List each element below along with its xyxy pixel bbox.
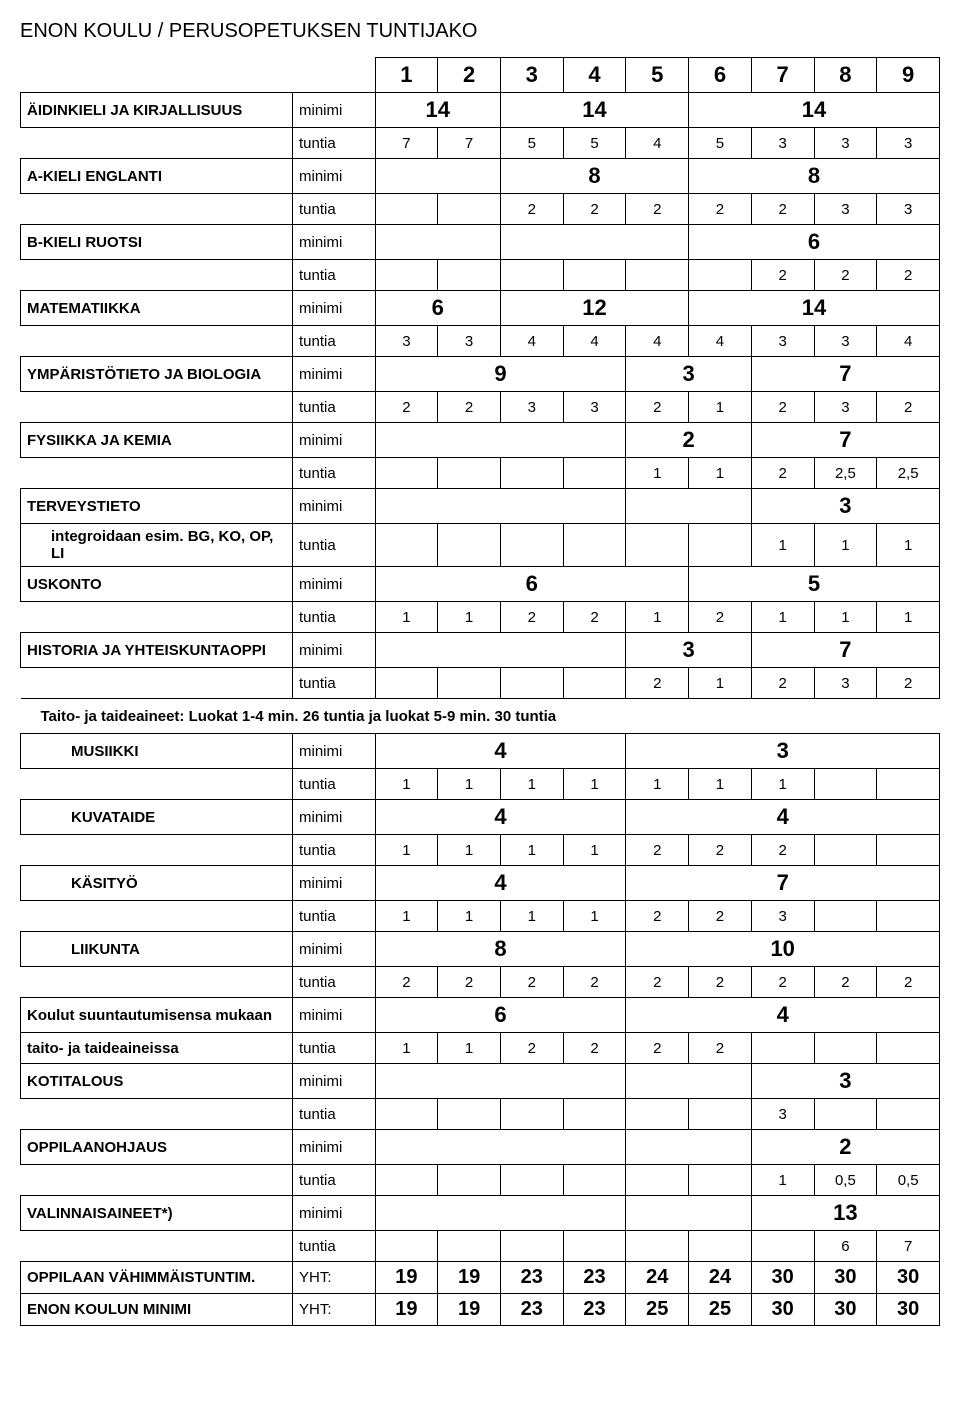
oppilaanohjaus-tuntia-row: tuntia 1 0,5 0,5	[21, 1165, 940, 1196]
akieli-minimi-row: A-KIELI ENGLANTI minimi 8 8	[21, 159, 940, 194]
terveystieto-tuntia-row: integroidaan esim. BG, KO, OP, LI tuntia…	[21, 524, 940, 567]
valinnaisaineet-minimi-row: VALINNAISAINEET*) minimi 13	[21, 1196, 940, 1231]
fysiikka-minimi-row: FYSIIKKA JA KEMIA minimi 2 7	[21, 423, 940, 458]
akieli-label: A-KIELI ENGLANTI	[21, 159, 293, 194]
musiikki-tuntia-row: tuntia 1 1 1 1 1 1 1	[21, 769, 940, 800]
uskonto-tuntia-row: tuntia 1 1 2 2 1 2 1 1 1	[21, 602, 940, 633]
kotitalous-tuntia-row: tuntia 3	[21, 1099, 940, 1130]
bkieli-minimi-row: B-KIELI RUOTSI minimi 6	[21, 225, 940, 260]
liikunta-minimi-row: LIIKUNTA minimi 8 10	[21, 932, 940, 967]
col-6: 6	[689, 58, 752, 93]
ymparisto-tuntia-row: tuntia 2 2 3 3 2 1 2 3 2	[21, 392, 940, 423]
col-1: 1	[375, 58, 438, 93]
cell: 14	[500, 93, 688, 128]
aidinkieli-label: ÄIDINKIELI JA KIRJALLISUUS	[21, 93, 293, 128]
minimi-label: minimi	[293, 93, 376, 128]
cell: 14	[689, 93, 940, 128]
uskonto-minimi-row: USKONTO minimi 6 5	[21, 567, 940, 602]
valinnaisaineet-tuntia-row: tuntia 6 7	[21, 1231, 940, 1262]
page-title: ENON KOULU / PERUSOPETUKSEN TUNTIJAKO	[20, 20, 940, 43]
col-5: 5	[626, 58, 689, 93]
kuvataide-tuntia-row: tuntia 1 1 1 1 2 2 2	[21, 835, 940, 866]
col-9: 9	[877, 58, 940, 93]
col-3: 3	[500, 58, 563, 93]
oppilaanohjaus-minimi-row: OPPILAANOHJAUS minimi 2	[21, 1130, 940, 1165]
terveystieto-minimi-row: TERVEYSTIETO minimi 3	[21, 489, 940, 524]
aidinkieli-minimi-row: ÄIDINKIELI JA KIRJALLISUUS minimi 14 14 …	[21, 93, 940, 128]
bkieli-label: B-KIELI RUOTSI	[21, 225, 293, 260]
aidinkieli-tuntia-row: tuntia 7 7 5 5 4 5 3 3 3	[21, 128, 940, 159]
musiikki-minimi-row: MUSIIKKI minimi 4 3	[21, 734, 940, 769]
matematiikka-tuntia-row: tuntia 3 3 4 4 4 4 3 3 4	[21, 326, 940, 357]
col-8: 8	[814, 58, 877, 93]
koulut-tuntia-row: taito- ja taideaineissa tuntia 1 1 2 2 2…	[21, 1033, 940, 1064]
liikunta-tuntia-row: tuntia 2 2 2 2 2 2 2 2 2	[21, 967, 940, 998]
taito-heading: Taito- ja taideaineet: Luokat 1-4 min. 2…	[21, 699, 940, 734]
col-4: 4	[563, 58, 626, 93]
taito-heading-row: Taito- ja taideaineet: Luokat 1-4 min. 2…	[21, 699, 940, 734]
koulut-minimi-row: Koulut suuntautumisensa mukaan minimi 6 …	[21, 998, 940, 1033]
tuntijako-table: 1 2 3 4 5 6 7 8 9 ÄIDINKIELI JA KIRJALLI…	[20, 57, 940, 1326]
kasityo-tuntia-row: tuntia 1 1 1 1 2 2 3	[21, 901, 940, 932]
cell: 14	[375, 93, 500, 128]
kotitalous-minimi-row: KOTITALOUS minimi 3	[21, 1064, 940, 1099]
col-7: 7	[751, 58, 814, 93]
header-row: 1 2 3 4 5 6 7 8 9	[21, 58, 940, 93]
matematiikka-minimi-row: MATEMATIIKKA minimi 6 12 14	[21, 291, 940, 326]
akieli-tuntia-row: tuntia 2 2 2 2 2 3 3	[21, 194, 940, 225]
bkieli-tuntia-row: tuntia 2 2 2	[21, 260, 940, 291]
col-2: 2	[438, 58, 501, 93]
kasityo-minimi-row: KÄSITYÖ minimi 4 7	[21, 866, 940, 901]
historia-minimi-row: HISTORIA JA YHTEISKUNTAOPPI minimi 3 7	[21, 633, 940, 668]
oppilaan-vahimmaistuntim-row: OPPILAAN VÄHIMMÄISTUNTIM. YHT: 19 19 23 …	[21, 1262, 940, 1294]
tuntia-label: tuntia	[293, 128, 376, 159]
fysiikka-tuntia-row: tuntia 1 1 2 2,5 2,5	[21, 458, 940, 489]
enon-koulun-minimi-row: ENON KOULUN MINIMI YHT: 19 19 23 23 25 2…	[21, 1294, 940, 1326]
ymparisto-minimi-row: YMPÄRISTÖTIETO JA BIOLOGIA minimi 9 3 7	[21, 357, 940, 392]
historia-tuntia-row: tuntia 2 1 2 3 2	[21, 668, 940, 699]
kuvataide-minimi-row: KUVATAIDE minimi 4 4	[21, 800, 940, 835]
